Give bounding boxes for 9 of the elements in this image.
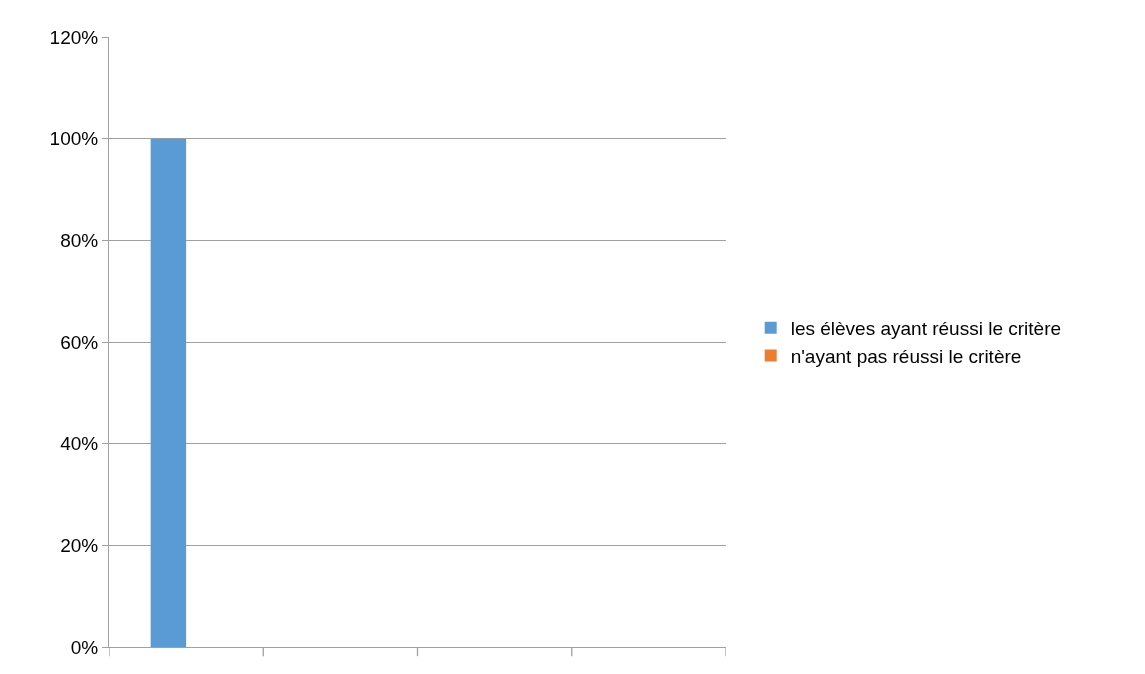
y-tick-label: 0% [70,636,99,658]
y-tick-label: 100% [49,128,99,150]
legend-label: n'ayant pas réussi le critère [790,345,1022,367]
y-tick-label: 40% [60,433,99,455]
y-tick-label: 120% [49,26,99,48]
y-tick-label: 60% [60,331,99,353]
y-tick-label: 80% [60,229,99,251]
y-tick-label: 20% [60,534,99,556]
legend-label: les élèves ayant réussi le critère [790,318,1062,340]
